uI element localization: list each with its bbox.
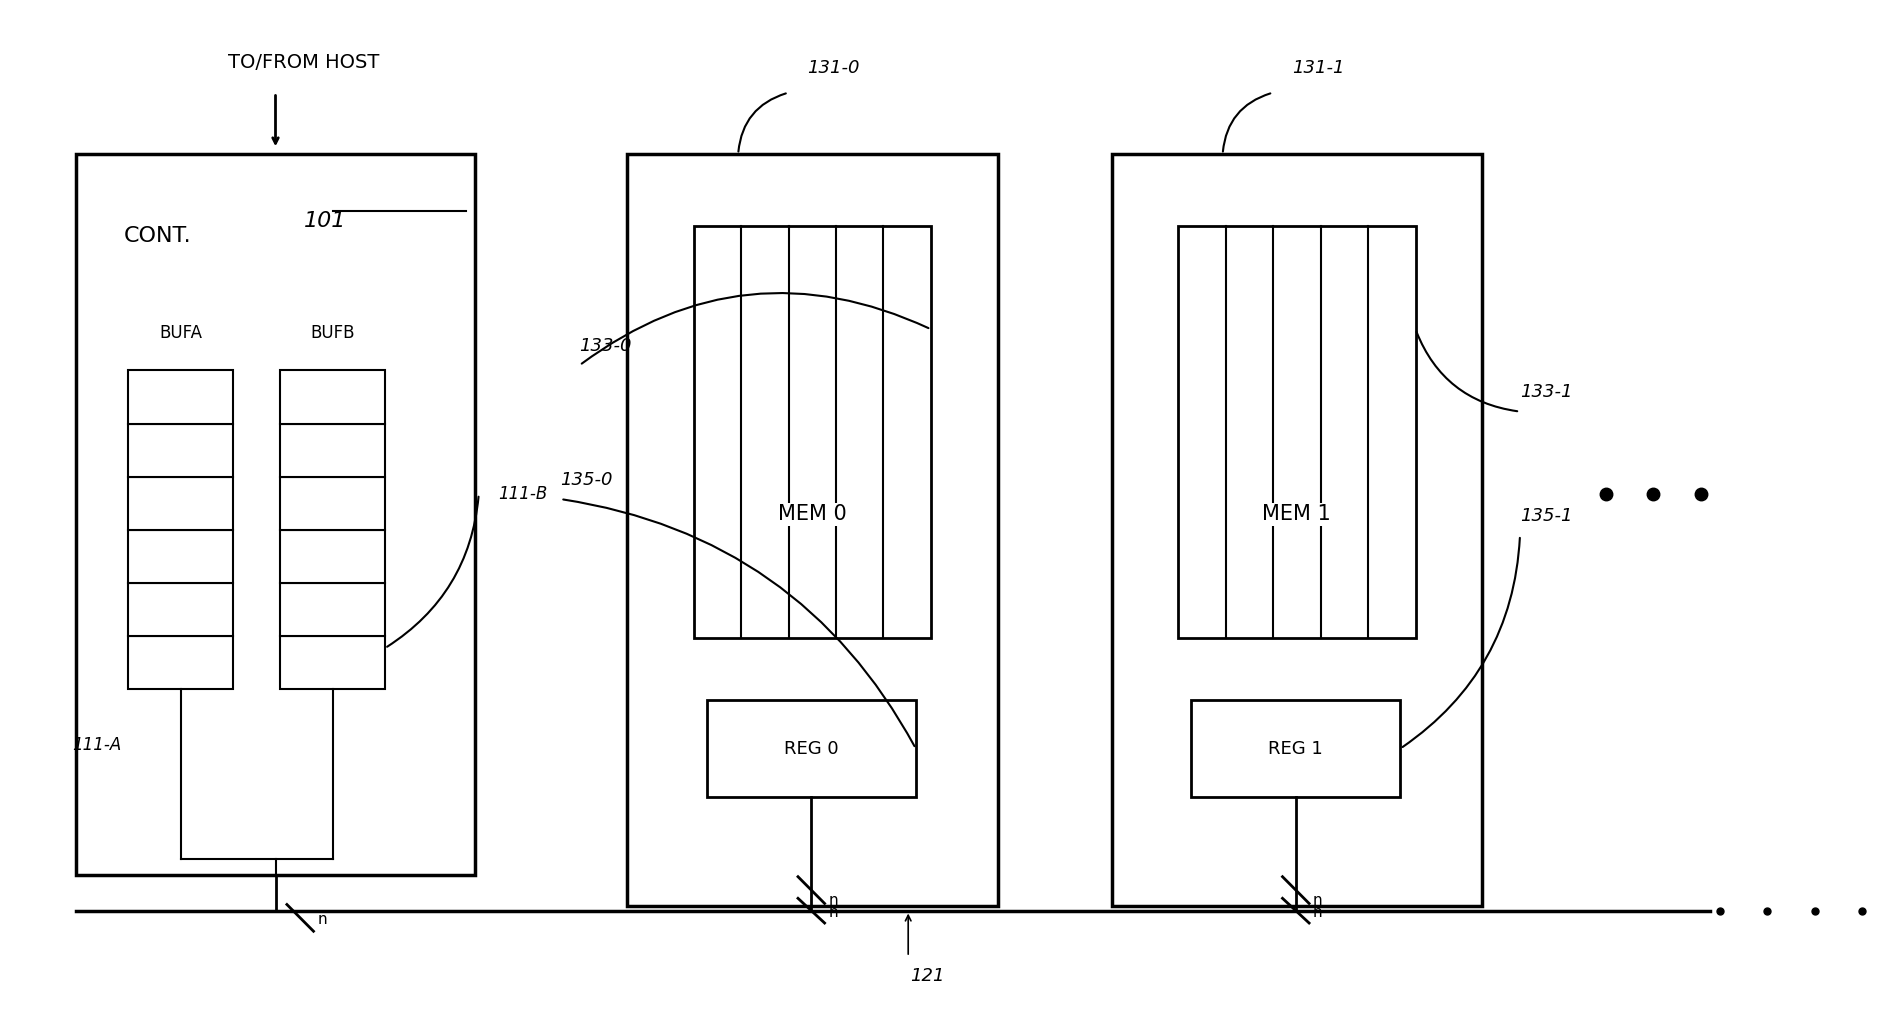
Text: 135-0: 135-0 bbox=[560, 471, 614, 489]
Bar bbox=[281, 424, 384, 476]
Text: 121: 121 bbox=[910, 967, 944, 985]
Bar bbox=[281, 476, 384, 530]
Text: REG 1: REG 1 bbox=[1269, 740, 1322, 757]
Text: CONT.: CONT. bbox=[124, 226, 192, 246]
Text: MEM 0: MEM 0 bbox=[777, 504, 847, 525]
Bar bbox=[129, 583, 232, 636]
Bar bbox=[1178, 226, 1416, 638]
Bar bbox=[76, 154, 475, 875]
Bar bbox=[129, 476, 232, 530]
Text: MEM 1: MEM 1 bbox=[1262, 504, 1332, 525]
Bar bbox=[281, 370, 384, 424]
Text: 133-0: 133-0 bbox=[580, 338, 633, 355]
Text: 131-1: 131-1 bbox=[1292, 60, 1345, 77]
Text: n: n bbox=[1313, 893, 1322, 908]
Text: TO/FROM HOST: TO/FROM HOST bbox=[228, 54, 380, 72]
Bar bbox=[694, 226, 931, 638]
Text: n: n bbox=[317, 913, 327, 927]
Bar bbox=[707, 700, 916, 797]
Bar bbox=[1191, 700, 1400, 797]
Bar bbox=[129, 424, 232, 476]
Text: 133-1: 133-1 bbox=[1520, 384, 1573, 401]
Bar bbox=[281, 583, 384, 636]
Bar bbox=[281, 636, 384, 689]
Bar bbox=[129, 370, 232, 424]
Text: 101: 101 bbox=[304, 211, 346, 230]
Bar bbox=[281, 530, 384, 583]
Text: 111-B: 111-B bbox=[498, 485, 547, 503]
Text: n: n bbox=[828, 893, 838, 908]
Bar bbox=[129, 636, 232, 689]
Text: 131-0: 131-0 bbox=[808, 60, 861, 77]
Text: 111-A: 111-A bbox=[72, 736, 122, 753]
Bar bbox=[627, 154, 998, 906]
Text: n: n bbox=[828, 906, 838, 920]
Bar bbox=[129, 530, 232, 583]
Text: n: n bbox=[1313, 906, 1322, 920]
Text: BUFB: BUFB bbox=[310, 324, 355, 342]
Text: REG 0: REG 0 bbox=[785, 740, 838, 757]
Text: 135-1: 135-1 bbox=[1520, 507, 1573, 525]
Text: BUFA: BUFA bbox=[160, 324, 201, 342]
Bar bbox=[1112, 154, 1482, 906]
